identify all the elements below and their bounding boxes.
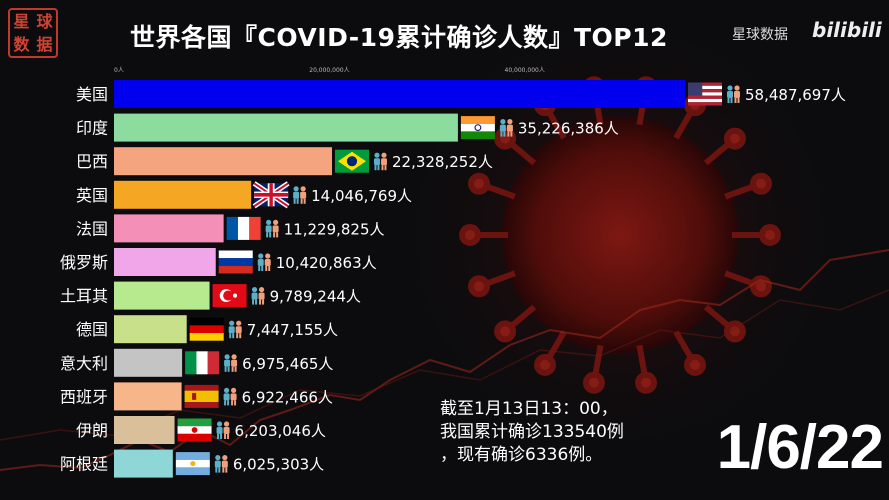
value-label: 6,025,303人 <box>233 456 324 474</box>
value-label: 6,975,465人 <box>242 355 333 373</box>
flag-gb-icon <box>252 181 290 209</box>
category-label: 英国 <box>76 186 108 205</box>
category-label: 意大利 <box>60 354 108 373</box>
flag-fr-icon <box>226 216 261 240</box>
value-label: 11,229,825人 <box>284 220 385 238</box>
note-line: 我国累计确诊133540例 <box>440 422 624 442</box>
category-label: 土耳其 <box>60 287 108 306</box>
value-label: 7,447,155人 <box>247 321 338 339</box>
note-line: ，现有确诊6336例。 <box>440 445 603 465</box>
category-label: 阿根廷 <box>60 455 108 474</box>
flag-us-icon <box>688 82 722 106</box>
people-icon <box>216 421 230 439</box>
bilibili-logo: bilibili <box>812 18 882 42</box>
china-stats-note: 截至1月13日13：00， 我国累计确诊133540例 ，现有确诊6336例。 <box>440 398 690 467</box>
people-icon <box>223 387 237 406</box>
bar <box>114 248 216 276</box>
bar <box>114 416 175 444</box>
flag-it-icon <box>185 351 220 375</box>
brand-watermark: 星球数据 <box>732 27 788 43</box>
people-icon <box>224 354 238 372</box>
flag-tr-icon <box>212 284 247 308</box>
people-icon <box>727 85 740 103</box>
seal-char: 数 <box>13 35 30 54</box>
category-label: 伊朗 <box>76 421 108 440</box>
people-icon <box>257 253 271 271</box>
value-label: 10,420,863人 <box>276 254 377 272</box>
value-label: 9,789,244人 <box>270 288 361 306</box>
value-label: 22,328,252人 <box>392 153 493 171</box>
flag-es-icon <box>184 384 219 408</box>
seal-char: 据 <box>36 35 53 54</box>
flag-de-icon <box>189 317 224 341</box>
flag-in-icon <box>460 116 495 140</box>
seal-char: 星 <box>13 12 30 31</box>
xingqiu-logo-seal: 星 球 数 据 <box>8 8 58 58</box>
people-icon <box>293 186 307 204</box>
category-label: 法国 <box>76 219 108 238</box>
category-label: 俄罗斯 <box>60 253 108 272</box>
category-label: 美国 <box>76 85 108 104</box>
category-label: 巴西 <box>76 152 108 171</box>
bar <box>114 113 458 142</box>
flag-ir-icon <box>177 418 212 442</box>
value-label: 58,487,697人 <box>745 86 846 104</box>
value-label: 14,046,769人 <box>311 187 412 205</box>
x-tick-label: 20,000,000人 <box>309 67 349 74</box>
bar <box>114 80 685 108</box>
x-tick-label: 0人 <box>114 67 124 74</box>
people-icon <box>373 152 387 171</box>
flag-ar-icon <box>175 452 210 476</box>
value-label: 6,922,466人 <box>242 388 333 406</box>
note-line: 截至1月13日13：00， <box>440 399 618 419</box>
bar <box>114 348 183 377</box>
bar <box>114 382 182 411</box>
people-icon <box>214 455 228 473</box>
value-label: 35,226,386人 <box>518 120 619 138</box>
bar <box>114 315 187 344</box>
flag-ru-icon <box>218 250 253 274</box>
people-icon <box>499 119 513 137</box>
flag-br-icon <box>334 149 369 173</box>
bar <box>114 180 252 209</box>
category-label: 德国 <box>76 320 108 339</box>
bar <box>114 449 173 478</box>
people-icon <box>251 287 265 305</box>
bar <box>114 147 332 176</box>
category-label: 西班牙 <box>60 387 108 406</box>
people-icon <box>228 320 242 339</box>
bar <box>114 214 224 243</box>
page-title: 世界各国『COVID-19累计确诊人数』TOP12 <box>130 23 668 52</box>
value-label: 6,203,046人 <box>235 422 326 440</box>
seal-char: 球 <box>36 12 53 31</box>
date-label: 1/6/22 <box>716 413 884 482</box>
bar <box>114 281 210 310</box>
people-icon <box>265 219 279 238</box>
category-label: 印度 <box>76 119 108 138</box>
x-tick-label: 40,000,000人 <box>505 67 545 74</box>
